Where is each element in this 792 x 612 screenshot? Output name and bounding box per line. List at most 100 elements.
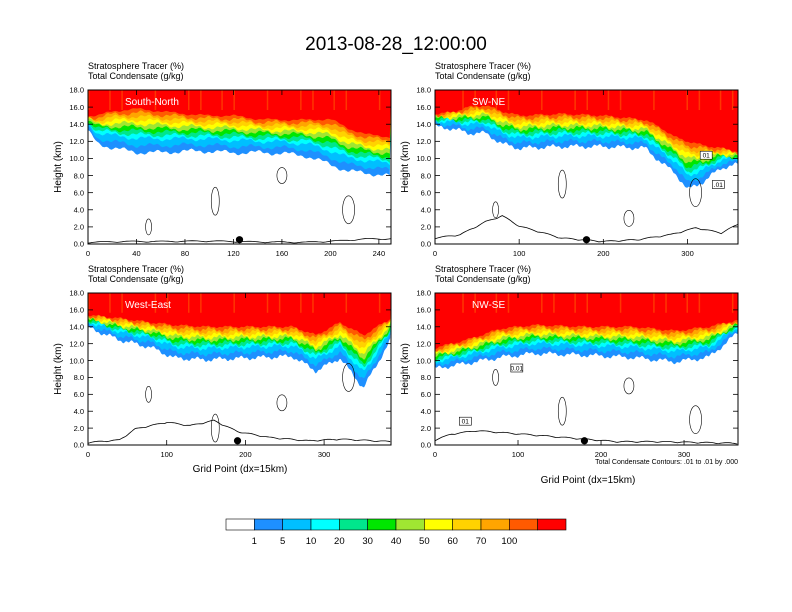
plot-frame bbox=[434, 89, 739, 245]
tracer-streak bbox=[300, 293, 302, 313]
x-tick-label: 40 bbox=[132, 249, 140, 258]
tracer-streak bbox=[233, 293, 235, 313]
colorbar-label: 100 bbox=[501, 536, 517, 547]
tracer-streak bbox=[698, 90, 701, 111]
y-tick-label: 0.0 bbox=[421, 441, 431, 450]
contour-label: .01 bbox=[714, 182, 723, 189]
tracer-streak bbox=[109, 293, 111, 313]
y-tick-label: 12.0 bbox=[69, 339, 84, 348]
tracer-streak bbox=[345, 90, 348, 111]
colorbar: 1 5 10 20 30 40 50 60 70 100 bbox=[225, 518, 567, 547]
location-marker bbox=[582, 236, 591, 244]
y-tick-label: 2.0 bbox=[421, 223, 431, 232]
tracer-streak bbox=[665, 293, 667, 313]
x-tick-label: 200 bbox=[324, 249, 337, 258]
condensate-contour bbox=[689, 405, 702, 434]
x-tick-label: 300 bbox=[681, 249, 694, 258]
tracer-streak bbox=[121, 90, 123, 111]
condensate-contour bbox=[623, 377, 635, 395]
colorbar-label: 10 bbox=[306, 536, 317, 547]
condensate-contour bbox=[557, 169, 567, 199]
y-tick-label: 10.0 bbox=[69, 356, 84, 365]
section-label: SW-NE bbox=[472, 97, 505, 108]
field-label-tracer: Stratosphere Tracer (%) bbox=[88, 61, 184, 71]
tracer-streak bbox=[345, 293, 348, 313]
colorbar-label: 40 bbox=[391, 536, 402, 547]
tracer-streak bbox=[121, 293, 123, 313]
colorbar-label: 5 bbox=[280, 536, 285, 547]
tracer-streak bbox=[462, 90, 464, 111]
colorbar-swatch bbox=[339, 518, 368, 531]
y-tick-label: 0.0 bbox=[74, 441, 84, 450]
panel-west-east: Stratosphere Tracer (%)Total Condensate … bbox=[53, 264, 392, 459]
y-tick-label: 2.0 bbox=[74, 424, 84, 433]
colorbar-swatch bbox=[537, 518, 567, 531]
y-tick-label: 12.0 bbox=[416, 339, 431, 348]
condensate-contour bbox=[342, 195, 355, 225]
contour-label-box bbox=[712, 180, 725, 189]
plot-frame bbox=[434, 292, 739, 446]
tracer-streak bbox=[474, 90, 476, 111]
condensate-contour bbox=[145, 386, 152, 403]
colorbar-swatch bbox=[310, 518, 340, 531]
tracer-streak bbox=[333, 90, 335, 111]
condensate-contour bbox=[492, 369, 499, 386]
x-tick-label: 0 bbox=[433, 249, 437, 258]
contour-label-box bbox=[510, 363, 524, 373]
y-tick-label: 4.0 bbox=[421, 205, 431, 214]
x-axis-title-left: Grid Point (dx=15km) bbox=[193, 464, 288, 475]
colorbar-swatch bbox=[254, 518, 283, 531]
tracer-streak bbox=[619, 293, 622, 313]
tracer-streak bbox=[200, 293, 202, 313]
condensate-contour bbox=[557, 396, 567, 426]
location-marker bbox=[235, 236, 244, 244]
contour-label: 0.01 bbox=[510, 366, 523, 373]
contour-label: 01 bbox=[703, 153, 711, 160]
bottom-labels: Grid Point (dx=15km) Grid Point (dx=15km… bbox=[193, 459, 738, 486]
tracer-streak bbox=[719, 90, 722, 111]
field-label-tracer: Stratosphere Tracer (%) bbox=[88, 264, 184, 274]
location-marker bbox=[233, 437, 242, 445]
y-tick-label: 18.0 bbox=[416, 86, 431, 95]
field-label-condensate: Total Condensate (g/kg) bbox=[88, 274, 184, 284]
tracer-streak bbox=[507, 293, 510, 313]
tracer-streak bbox=[686, 293, 688, 313]
x-tick-label: 0 bbox=[86, 450, 90, 459]
x-tick-label: 300 bbox=[678, 450, 691, 459]
tracer-streak bbox=[312, 90, 314, 111]
condensate-contour bbox=[623, 210, 635, 227]
condensate-contour bbox=[210, 413, 220, 443]
tracer-streak bbox=[619, 90, 622, 111]
colorbar-swatch bbox=[282, 518, 312, 531]
contour-footnote: Total Condensate Contours: .01 to .01 by… bbox=[595, 459, 738, 466]
tracer-band-11 bbox=[88, 293, 391, 336]
y-tick-label: 10.0 bbox=[416, 154, 431, 163]
y-tick-label: 16.0 bbox=[69, 103, 84, 112]
field-label-condensate: Total Condensate (g/kg) bbox=[435, 274, 531, 284]
tracer-streak bbox=[266, 90, 269, 111]
field-label-condensate: Total Condensate (g/kg) bbox=[435, 71, 531, 81]
colorbar-label: 70 bbox=[476, 536, 487, 547]
panels: Stratosphere Tracer (%)Total Condensate … bbox=[53, 61, 739, 459]
tracer-streak bbox=[541, 293, 543, 313]
y-tick-label: 8.0 bbox=[421, 171, 431, 180]
condensate-contour bbox=[689, 178, 702, 207]
tracer-streak bbox=[586, 293, 588, 313]
section-label: NW-SE bbox=[472, 300, 505, 311]
y-tick-label: 16.0 bbox=[416, 103, 431, 112]
condensate-contour bbox=[342, 363, 355, 392]
tracer-streak bbox=[686, 90, 688, 111]
y-tick-label: 6.0 bbox=[421, 188, 431, 197]
tracer-streak bbox=[233, 90, 235, 111]
colorbar-label: 60 bbox=[447, 536, 458, 547]
y-axis-title: Height (km) bbox=[400, 343, 411, 395]
condensate-contour bbox=[276, 167, 288, 184]
y-tick-label: 10.0 bbox=[416, 356, 431, 365]
y-tick-label: 16.0 bbox=[69, 306, 84, 315]
y-tick-label: 10.0 bbox=[69, 154, 84, 163]
colorbar-swatch bbox=[509, 518, 538, 531]
x-tick-label: 100 bbox=[160, 450, 173, 459]
tracer-streak bbox=[312, 293, 314, 313]
x-tick-label: 0 bbox=[433, 450, 437, 459]
x-tick-label: 160 bbox=[276, 249, 289, 258]
